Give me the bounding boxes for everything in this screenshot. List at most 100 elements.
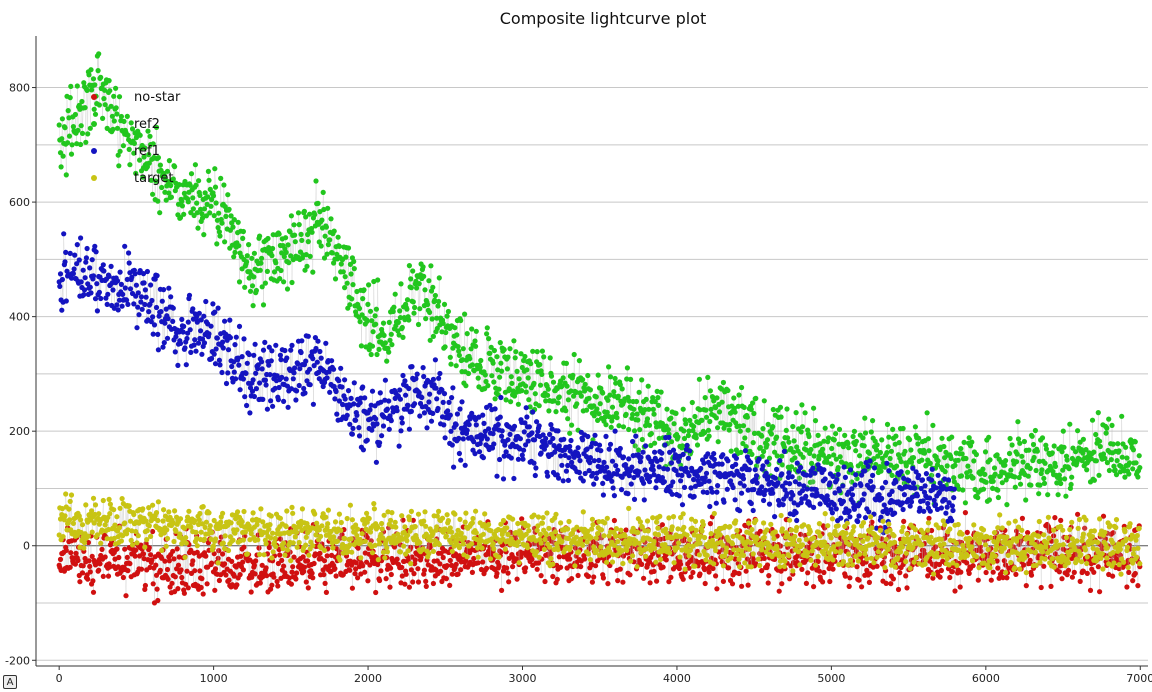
data-point [1119, 454, 1125, 460]
data-point [65, 108, 71, 114]
data-point [898, 469, 904, 475]
data-point [310, 575, 316, 581]
data-point [465, 370, 472, 377]
data-point [174, 546, 180, 552]
data-point [886, 434, 892, 440]
data-point [200, 504, 206, 510]
data-point [153, 304, 160, 311]
data-point [620, 454, 627, 460]
data-point [933, 485, 939, 491]
data-point [798, 464, 804, 471]
data-point [715, 425, 721, 431]
data-point [170, 176, 176, 182]
data-point [868, 429, 874, 435]
data-point [260, 302, 267, 308]
data-point [360, 563, 366, 569]
data-point [63, 172, 69, 178]
data-point [1031, 454, 1037, 461]
x-tick-label: 6000 [972, 672, 1000, 685]
data-point [399, 415, 405, 421]
data-point [847, 514, 853, 520]
data-point [342, 377, 348, 383]
data-point [263, 382, 269, 388]
data-point [710, 565, 716, 572]
data-point [62, 125, 68, 131]
data-point [84, 87, 90, 93]
data-point [854, 564, 860, 570]
data-point [1069, 574, 1075, 580]
data-point [90, 495, 97, 501]
data-point [262, 339, 268, 345]
data-point [166, 190, 172, 196]
data-point [860, 435, 866, 441]
data-point [1130, 447, 1136, 453]
data-point [656, 435, 662, 441]
data-point [789, 474, 795, 480]
data-point [126, 250, 132, 256]
data-point [610, 414, 616, 420]
data-point [858, 482, 864, 488]
data-point [305, 239, 311, 245]
data-point [639, 377, 645, 383]
data-point [449, 571, 455, 577]
data-point [118, 281, 124, 287]
data-point [484, 325, 490, 331]
data-point [643, 443, 649, 449]
data-point [480, 412, 486, 418]
data-point [1106, 416, 1112, 422]
data-point [292, 365, 298, 371]
data-point [516, 376, 522, 382]
data-point [315, 200, 321, 206]
data-point [1080, 436, 1086, 442]
data-point [765, 474, 771, 480]
data-point [786, 439, 792, 445]
data-point [150, 191, 156, 197]
data-point [281, 279, 287, 285]
data-point [317, 209, 323, 215]
data-point [344, 412, 350, 418]
data-point [163, 197, 169, 203]
data-point [329, 358, 335, 364]
data-point [140, 271, 147, 277]
data-point [198, 328, 204, 334]
data-point [460, 357, 466, 363]
data-point [836, 488, 843, 494]
data-point [816, 568, 823, 574]
data-point [307, 211, 313, 217]
data-point [179, 574, 185, 581]
data-point [488, 344, 494, 350]
data-point [135, 304, 141, 310]
data-point [357, 400, 363, 406]
data-point [197, 568, 203, 574]
data-point [866, 450, 873, 456]
data-point [1065, 567, 1072, 573]
data-point [413, 376, 419, 382]
data-point [155, 347, 161, 353]
data-point [1126, 471, 1132, 477]
data-point [63, 298, 69, 304]
data-point [1056, 569, 1062, 575]
data-point [553, 409, 559, 415]
data-point [134, 540, 140, 546]
data-point [323, 224, 329, 230]
data-point [178, 567, 184, 573]
data-point [856, 513, 862, 519]
data-point [213, 346, 219, 352]
data-point [631, 406, 637, 412]
data-point [415, 579, 422, 585]
data-point [270, 245, 276, 252]
data-point [295, 210, 302, 216]
data-point [937, 574, 943, 580]
data-point [291, 222, 297, 228]
data-point [846, 508, 852, 514]
data-point [386, 319, 392, 325]
data-point [1043, 446, 1049, 452]
data-point [242, 284, 248, 290]
data-point [180, 329, 186, 335]
data-point [641, 575, 647, 581]
data-point [737, 508, 743, 514]
data-point [1017, 481, 1024, 487]
data-point [291, 370, 297, 376]
data-point [1067, 485, 1073, 491]
data-point [428, 263, 434, 269]
